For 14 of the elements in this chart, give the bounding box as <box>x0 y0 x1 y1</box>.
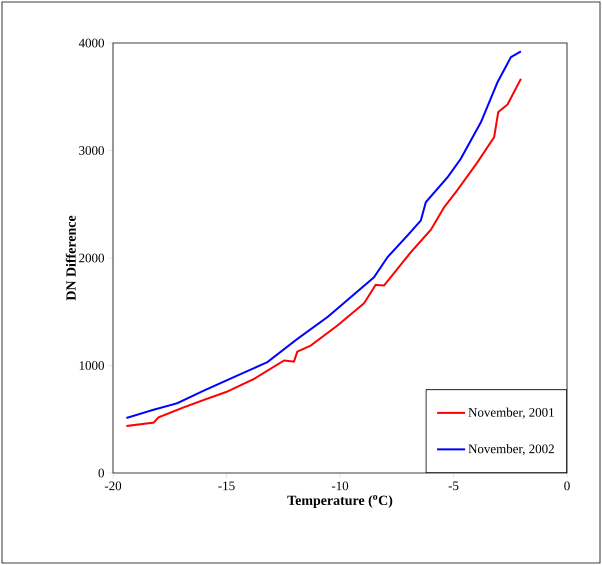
y-tick-label: 2000 <box>79 254 104 262</box>
x-axis-title: Temperature ($^{o}$C) <box>287 495 392 508</box>
x-tick-label: -20 <box>104 482 122 490</box>
legend-label: November, 2001 <box>468 408 554 419</box>
x-tick-label: -15 <box>218 482 235 490</box>
x-tick-label: -10 <box>332 482 348 490</box>
x-tick-label: 0 <box>564 482 570 490</box>
y-axis-title: DN Difference <box>66 216 76 300</box>
y-tick-label: 0 <box>98 468 104 478</box>
y-tick-label: 3000 <box>79 146 104 155</box>
y-tick-label: 1000 <box>80 361 104 370</box>
y-tick-label: 4000 <box>78 38 104 48</box>
x-tick-label: -5 <box>448 482 458 490</box>
legend-label: November, 2002 <box>468 444 554 456</box>
